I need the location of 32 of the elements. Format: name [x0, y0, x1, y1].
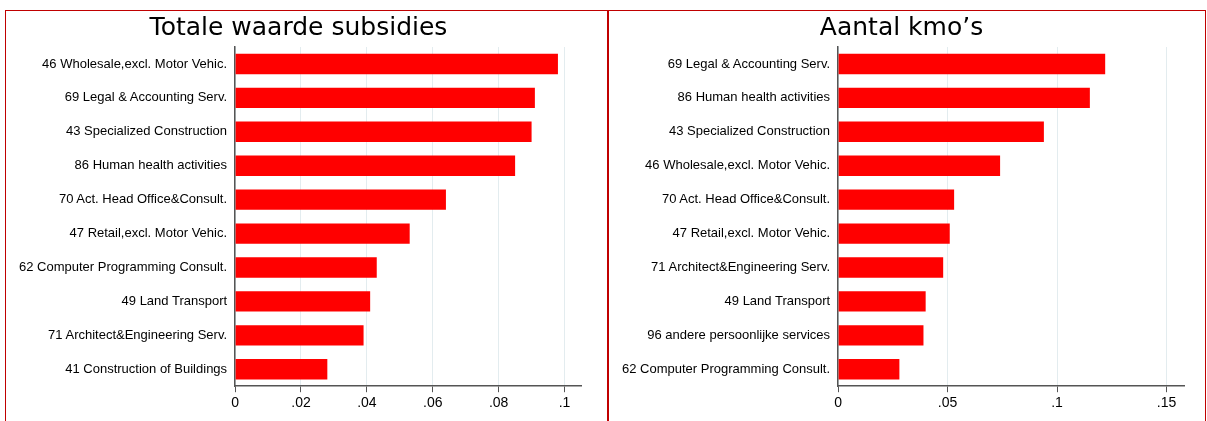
y-tick-label: 43 Specialized Construction: [65, 123, 228, 139]
x-tick-label: .1: [1051, 394, 1064, 411]
x-tick-label: .04: [357, 394, 377, 411]
x-tick-label: .1: [558, 394, 571, 411]
x-tick-label: .02: [291, 394, 311, 411]
y-tick-label: 46 Wholesale,excl. Motor Vehic.: [645, 157, 831, 173]
y-tick-label: 69 Legal & Accounting Serv.: [667, 55, 831, 71]
x-tick-label: 0: [231, 394, 240, 411]
x-tick-label: .15: [1156, 394, 1177, 411]
x-tick-label: .08: [488, 394, 509, 411]
y-tick-label: 69 Legal & Accounting Serv.: [64, 89, 228, 105]
y-tick-label: 47 Retail,excl. Motor Vehic.: [672, 225, 831, 241]
x-tick-label: .06: [423, 394, 443, 411]
y-tick-label: 86 Human health activities: [677, 89, 831, 105]
x-tick-label: .05: [937, 394, 958, 411]
y-tick-label: 62 Computer Programming Consult.: [622, 360, 831, 376]
y-tick-label: 46 Wholesale,excl. Motor Vehic.: [42, 55, 228, 71]
y-tick-label: 49 Land Transport: [724, 292, 831, 308]
y-tick-label: 41 Construction of Buildings: [65, 360, 228, 376]
y-tick-label: 43 Specialized Construction: [668, 123, 831, 139]
chart-title: Totale waarde subsidies: [148, 11, 448, 41]
y-tick-label: 47 Retail,excl. Motor Vehic.: [69, 225, 228, 241]
y-tick-label: 86 Human health activities: [74, 157, 228, 173]
y-tick-label: 96 andere persoonlijke services: [647, 326, 831, 342]
y-tick-label: 70 Act. Head Office&Consult.: [661, 191, 831, 207]
y-tick-label: 62 Computer Programming Consult.: [19, 259, 228, 275]
chart-title: Aantal kmo’s: [819, 11, 984, 41]
y-tick-label: 71 Architect&Engineering Serv.: [48, 326, 228, 342]
y-tick-label: 71 Architect&Engineering Serv.: [651, 259, 831, 275]
y-tick-label: 49 Land Transport: [121, 292, 228, 308]
y-tick-label: 70 Act. Head Office&Consult.: [58, 191, 228, 207]
x-tick-label: 0: [834, 394, 843, 411]
